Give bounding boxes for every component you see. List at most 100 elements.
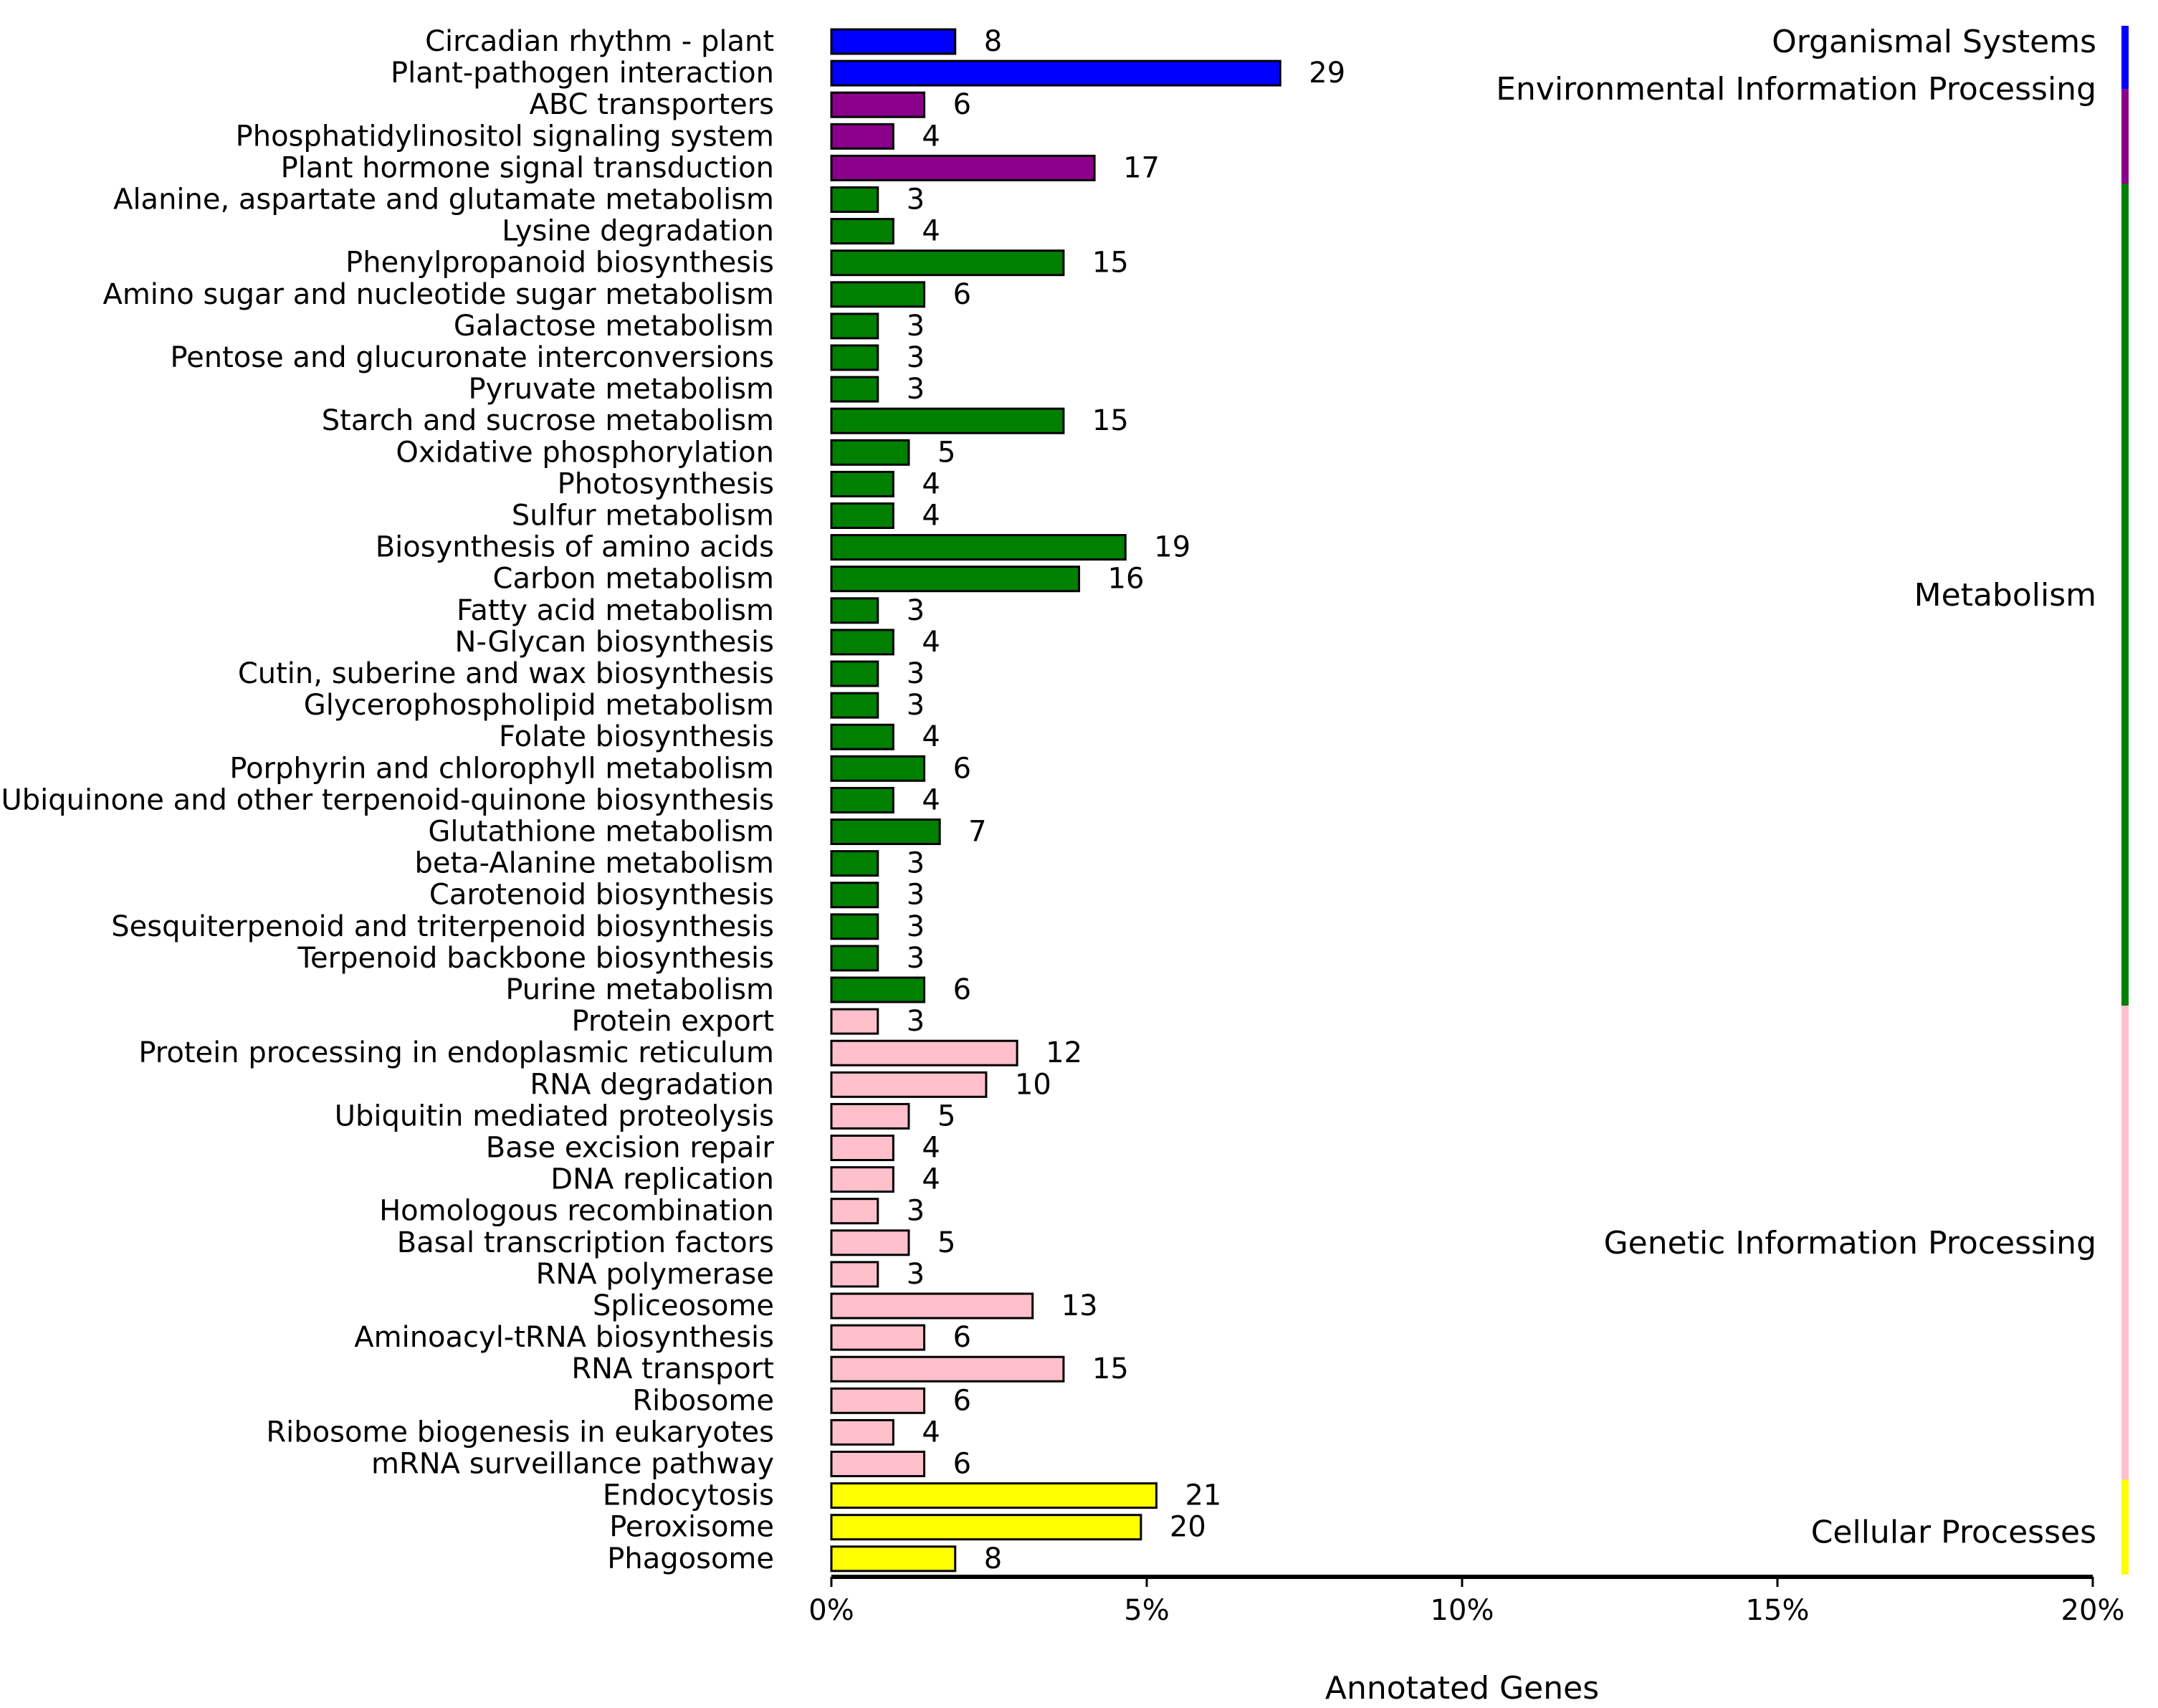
bar xyxy=(830,91,926,118)
bar xyxy=(830,850,879,877)
bar xyxy=(830,1166,894,1193)
bar xyxy=(830,1451,926,1477)
category-label: mRNA surveillance pathway xyxy=(371,1448,774,1481)
category-label: Photosynthesis xyxy=(558,467,774,500)
value-label: 6 xyxy=(953,1448,971,1481)
bar xyxy=(830,755,926,782)
value-label: 7 xyxy=(968,816,986,849)
value-label: 3 xyxy=(907,847,925,880)
value-label: 17 xyxy=(1123,151,1160,184)
bar xyxy=(830,154,1096,181)
category-label: Protein export xyxy=(572,1005,775,1038)
value-label: 4 xyxy=(922,626,940,659)
bar xyxy=(830,882,879,909)
category-label: Spliceosome xyxy=(593,1289,774,1322)
category-label: Oxidative phosphorylation xyxy=(396,436,774,469)
bar xyxy=(830,692,879,719)
bar xyxy=(830,597,879,624)
category-label: Basal transcription factors xyxy=(397,1226,774,1259)
x-tick-label: 10% xyxy=(1431,1594,1494,1627)
category-label: Amino sugar and nucleotide sugar metabol… xyxy=(102,278,774,311)
category-label: Lysine degradation xyxy=(502,215,774,248)
bar xyxy=(830,660,879,687)
bar xyxy=(830,786,894,814)
category-label: Phagosome xyxy=(607,1542,774,1575)
bar xyxy=(830,1324,926,1351)
bar xyxy=(830,28,957,55)
category-label: Fatty acid metabolism xyxy=(457,594,774,627)
x-tick-label: 15% xyxy=(1746,1594,1810,1627)
value-label: 6 xyxy=(953,973,971,1006)
category-label: DNA replication xyxy=(550,1163,774,1196)
bar xyxy=(830,407,1065,434)
value-label: 3 xyxy=(907,879,925,912)
category-label: Pyruvate metabolism xyxy=(469,373,774,406)
category-label: Phosphatidylinositol signaling system xyxy=(236,120,774,153)
bar xyxy=(830,59,1281,87)
bar xyxy=(830,1198,879,1225)
group-label: Genetic Information Processing xyxy=(1604,1225,2096,1261)
bar xyxy=(830,470,894,497)
group-label: Organismal Systems xyxy=(1772,24,2096,60)
bar xyxy=(830,1514,1142,1541)
bar xyxy=(830,976,926,1003)
bar xyxy=(830,1135,894,1161)
bar xyxy=(830,1229,910,1256)
bar xyxy=(830,723,894,750)
category-label: Sulfur metabolism xyxy=(512,500,774,533)
category-label: beta-Alanine metabolism xyxy=(414,847,774,880)
x-axis-title: Annotated Genes xyxy=(1325,1670,1599,1707)
category-label: Aminoacyl-tRNA biosynthesis xyxy=(354,1321,774,1354)
value-label: 12 xyxy=(1046,1036,1082,1069)
category-label: Plant hormone signal transduction xyxy=(281,151,774,184)
group-label: Environmental Information Processing xyxy=(1496,71,2096,108)
value-label: 3 xyxy=(907,594,925,627)
category-label: Peroxisome xyxy=(609,1511,774,1544)
value-label: 15 xyxy=(1092,1352,1129,1385)
value-label: 3 xyxy=(907,657,925,690)
bar xyxy=(830,186,879,213)
category-label: Protein processing in endoplasmic reticu… xyxy=(138,1036,774,1069)
category-label: Ubiquitin mediated proteolysis xyxy=(335,1099,774,1132)
value-label: 4 xyxy=(922,1416,940,1449)
value-label: 3 xyxy=(907,689,925,722)
value-label: 8 xyxy=(984,25,1002,58)
value-label: 29 xyxy=(1309,57,1345,90)
bar xyxy=(830,1292,1034,1320)
category-label: Sesquiterpenoid and triterpenoid biosynt… xyxy=(111,910,774,943)
value-label: 8 xyxy=(984,1542,1002,1575)
value-label: 6 xyxy=(953,752,971,785)
group-label: Cellular Processes xyxy=(1811,1514,2096,1550)
value-label: 3 xyxy=(907,183,925,216)
category-label: RNA transport xyxy=(571,1352,774,1385)
category-label: Galactose metabolism xyxy=(454,310,774,343)
bar xyxy=(830,313,879,340)
category-label: Ribosome biogenesis in eukaryotes xyxy=(266,1416,774,1449)
value-label: 4 xyxy=(922,1163,940,1196)
value-label: 13 xyxy=(1061,1289,1098,1322)
value-label: 5 xyxy=(937,436,955,469)
value-label: 3 xyxy=(907,1258,925,1291)
bar xyxy=(830,945,879,972)
bar xyxy=(830,1039,1018,1067)
bar xyxy=(830,819,941,845)
value-label: 21 xyxy=(1185,1479,1221,1512)
bar xyxy=(830,1482,1157,1509)
bar xyxy=(830,1071,988,1098)
category-label: RNA degradation xyxy=(530,1068,774,1101)
value-label: 6 xyxy=(953,1384,971,1417)
bar xyxy=(830,502,894,529)
value-label: 10 xyxy=(1015,1068,1051,1101)
value-label: 19 xyxy=(1154,531,1190,564)
bar xyxy=(830,218,894,245)
category-label: Biosynthesis of amino acids xyxy=(376,531,774,564)
value-label: 15 xyxy=(1092,247,1129,280)
category-label: Starch and sucrose metabolism xyxy=(322,404,774,437)
category-label: RNA polymerase xyxy=(536,1258,774,1291)
category-label: Folate biosynthesis xyxy=(499,720,774,753)
category-label: Glutathione metabolism xyxy=(428,816,774,849)
bar xyxy=(830,629,894,656)
bar xyxy=(830,1355,1065,1383)
